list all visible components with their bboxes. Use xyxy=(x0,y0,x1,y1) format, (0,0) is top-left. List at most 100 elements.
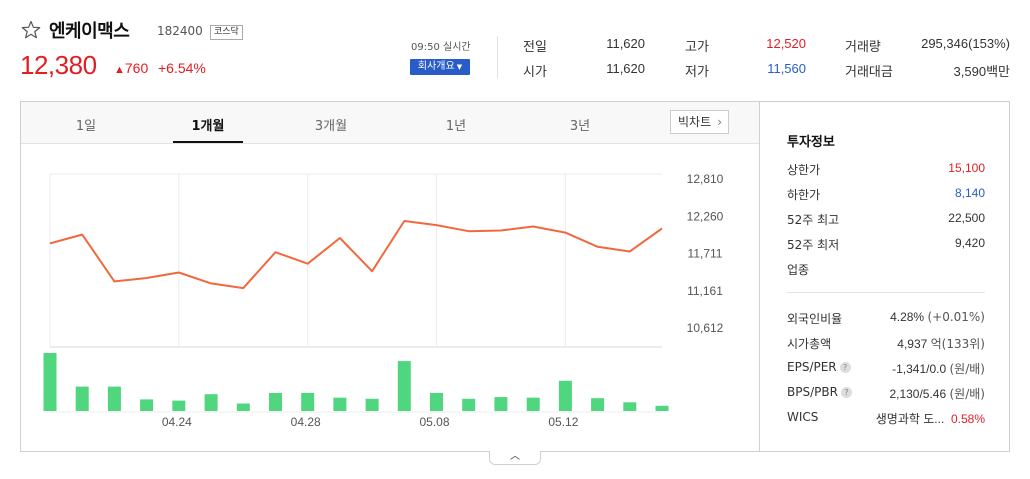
help-icon[interactable]: ? xyxy=(840,387,852,398)
foreign-row: 외국인비율 4.28% (+0.01%) xyxy=(787,310,985,326)
volume-bar xyxy=(140,399,154,411)
tab-1month[interactable]: 1개월 xyxy=(191,119,225,134)
tab-3month[interactable]: 3개월 xyxy=(314,119,348,134)
volume-bar xyxy=(107,386,121,411)
volume-bar xyxy=(43,353,57,411)
prev-label: 전일 xyxy=(523,40,547,55)
big-chart-button[interactable]: 빅차트 › xyxy=(670,110,729,134)
stock-header: 엔케이맥스 182400 코스닥 12,380 ▲760 +6.54% 09:5… xyxy=(0,0,1030,95)
volume-bar xyxy=(558,380,572,411)
lower-limit-label: 하한가 xyxy=(787,188,821,202)
high52-value: 22,500 xyxy=(948,211,985,225)
big-chart-label: 빅차트 xyxy=(678,115,712,129)
volume-bar xyxy=(204,394,218,411)
bps-pbr-label-wrap: BPS/PBR? xyxy=(787,385,852,399)
caret-down-icon: ▼ xyxy=(456,63,463,71)
stock-name: 엔케이맥스 xyxy=(49,21,130,42)
upper-limit-row: 상한가 15,100 xyxy=(787,161,985,177)
tab-1day[interactable]: 1일 xyxy=(75,119,97,134)
divider xyxy=(497,36,498,78)
stock-code: 182400 xyxy=(157,24,203,38)
high52-row: 52주 최고 22,500 xyxy=(787,211,985,227)
invest-info-title: 투자정보 xyxy=(787,135,835,150)
high-label: 고가 xyxy=(685,40,709,55)
volume-bar xyxy=(462,398,476,411)
active-tab-indicator xyxy=(173,141,243,143)
low52-value: 9,420 xyxy=(954,236,985,250)
tab-3year[interactable]: 3년 xyxy=(569,119,591,134)
amount-label: 거래대금 xyxy=(845,65,893,80)
open-label: 시가 xyxy=(523,65,547,80)
lower-limit-row: 하한가 8,140 xyxy=(787,186,985,202)
chevron-right-icon: › xyxy=(717,115,722,129)
volume-bar xyxy=(75,386,89,411)
up-arrow-icon: ▲ xyxy=(114,64,125,76)
foreign-value: 4.28% (+0.01%) xyxy=(890,310,985,324)
price-change: ▲760 xyxy=(114,60,148,76)
low-value: 11,560 xyxy=(767,61,806,76)
company-overview-button[interactable]: 회사개요 ▼ xyxy=(410,59,470,75)
price-chart: 12,810 12,260 11,711 11,161 10,612 04.24 04.28… xyxy=(43,172,724,429)
high-value: 12,520 xyxy=(766,36,806,51)
y-tick-label: 10,612 xyxy=(687,321,724,335)
prev-value: 11,620 xyxy=(606,36,645,51)
amount-value: 3,590백만 xyxy=(953,64,1010,79)
volume-bar xyxy=(526,397,540,411)
volume-bar xyxy=(655,405,669,411)
realtime-label: 09:50 실시간 xyxy=(411,42,471,53)
bps-pbr-unit: (원/배) xyxy=(949,387,986,401)
bps-pbr-row: BPS/PBR? 2,130/5.46 (원/배) xyxy=(787,385,985,401)
period-tabs: 1일 1개월 3개월 1년 3년 빅차트 › xyxy=(21,102,759,144)
volume-bar xyxy=(397,361,411,411)
bps-pbr-value: 2,130/5.46 (원/배) xyxy=(889,385,985,402)
current-price: 12,380 xyxy=(20,50,97,80)
market-cap-label: 시가총액 xyxy=(787,337,832,351)
low52-label: 52주 최저 xyxy=(787,238,840,252)
chart-panel: 1일 1개월 3개월 1년 3년 빅차트 › 12,810 12,260 11,711… xyxy=(20,101,1010,452)
help-icon[interactable]: ? xyxy=(839,362,851,373)
y-tick-label: 12,260 xyxy=(687,209,724,223)
bps-pbr-amount: 2,130/5.46 xyxy=(889,387,947,401)
volume-bar xyxy=(333,397,347,411)
bps-pbr-label: BPS/PBR xyxy=(787,385,838,399)
volume-bar xyxy=(494,397,508,411)
x-tick-label: 04.28 xyxy=(291,415,321,429)
volume-bar xyxy=(365,398,379,411)
price-change-value: 760 xyxy=(124,60,149,76)
eps-per-row: EPS/PER? -1,341/0.0 (원/배) xyxy=(787,360,985,376)
tab-1year[interactable]: 1년 xyxy=(445,119,467,134)
market-cap-value: 4,937 억(133위) xyxy=(897,335,985,352)
wics-row: WICS 생명과학 도... 0.58% xyxy=(787,410,985,426)
x-tick-label: 05.08 xyxy=(420,415,450,429)
y-tick-label: 12,810 xyxy=(687,172,724,186)
wics-label: WICS xyxy=(787,410,819,424)
x-tick-label: 05.12 xyxy=(548,415,578,429)
foreign-ratio: 4.28% xyxy=(890,310,925,324)
market-cap-row: 시가총액 4,937 억(133위) xyxy=(787,335,985,351)
volume-bar xyxy=(269,393,282,411)
foreign-label: 외국인비율 xyxy=(787,312,843,326)
upper-limit-label: 상한가 xyxy=(787,163,821,177)
volume-bar xyxy=(430,393,443,411)
sector-row: 업종 xyxy=(787,261,985,277)
star-icon[interactable] xyxy=(21,20,41,40)
eps-per-value: -1,341/0.0 (원/배) xyxy=(892,360,985,377)
volume-label: 거래량 xyxy=(845,40,881,55)
high52-label: 52주 최고 xyxy=(787,213,840,227)
wics-sector[interactable]: 생명과학 도... xyxy=(875,412,945,426)
lower-limit-value: 8,140 xyxy=(954,186,985,200)
volume-value: 295,346(153%) xyxy=(921,36,1010,51)
change-rate: +6.54% xyxy=(158,60,206,76)
wics-value: 생명과학 도... 0.58% xyxy=(876,410,985,427)
market-badge: 코스닥 xyxy=(210,25,243,40)
open-value: 11,620 xyxy=(606,61,645,76)
invest-info-panel: 투자정보 상한가 15,100 하한가 8,140 52주 최고 22,500 … xyxy=(759,102,1009,451)
eps-per-label: EPS/PER xyxy=(787,360,837,374)
eps-per-label-wrap: EPS/PER? xyxy=(787,360,851,374)
upper-limit-value: 15,100 xyxy=(948,161,985,175)
eps-per-amount: -1,341/0.0 xyxy=(892,362,947,376)
chevron-up-icon: ︿ xyxy=(510,451,520,462)
volume-bar xyxy=(591,398,605,411)
market-cap-amount: 4,937 xyxy=(897,337,928,351)
fold-toggle-button[interactable]: ︿ xyxy=(489,451,541,465)
